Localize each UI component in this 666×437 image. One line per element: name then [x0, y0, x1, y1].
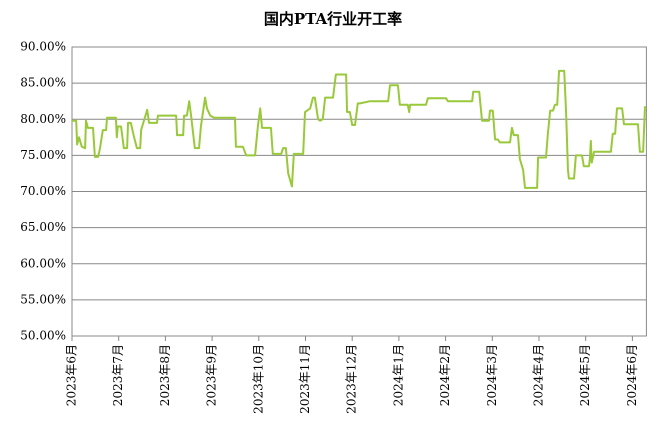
x-tick-label: 2024年1月 [391, 344, 405, 406]
y-tick-label: 55.00% [20, 292, 66, 306]
x-tick-label: 2024年6月 [625, 344, 639, 406]
data-line [72, 69, 646, 189]
x-tick-label: 2023年11月 [298, 344, 312, 414]
x-tick-label: 2023年7月 [111, 344, 125, 406]
y-tick-label: 65.00% [20, 220, 66, 234]
x-tick-label: 2024年3月 [485, 344, 499, 406]
y-tick-label: 50.00% [20, 329, 66, 343]
x-tick-label: 2023年6月 [65, 344, 79, 406]
y-tick-label: 80.00% [20, 112, 66, 126]
y-tick-label: 70.00% [20, 184, 66, 198]
x-tick-label: 2024年2月 [438, 344, 452, 406]
x-tick-label: 2024年5月 [578, 344, 592, 406]
y-tick-label: 90.00% [20, 40, 66, 54]
x-tick-label: 2024年4月 [531, 344, 545, 406]
y-tick-label: 75.00% [20, 148, 66, 162]
x-tick-label: 2023年8月 [158, 344, 172, 406]
chart-title: 国内PTA行业开工率 [264, 10, 402, 28]
x-tick-label: 2023年12月 [345, 344, 359, 414]
y-tick-label: 85.00% [20, 76, 66, 90]
y-tick-label: 60.00% [20, 256, 66, 270]
x-tick-label: 2023年10月 [251, 344, 265, 414]
x-tick-label: 2023年9月 [205, 344, 219, 406]
